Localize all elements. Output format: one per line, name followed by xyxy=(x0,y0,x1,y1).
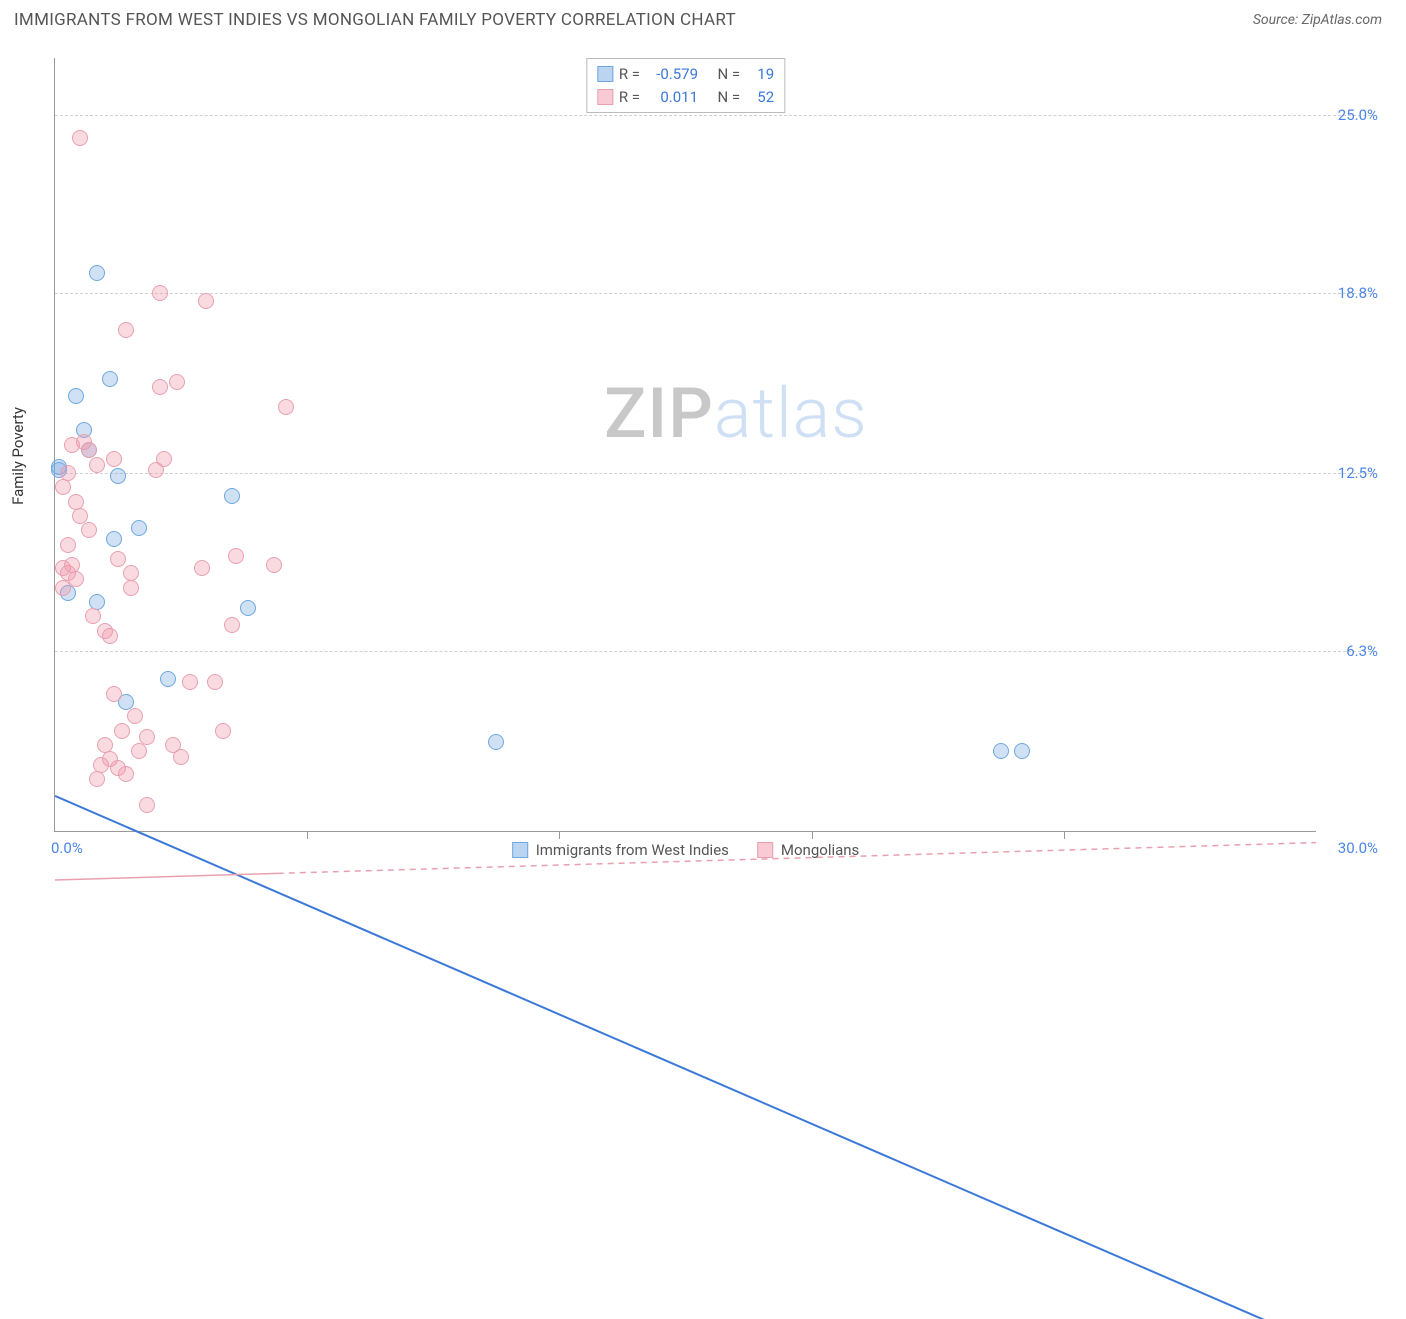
data-point xyxy=(266,557,282,573)
y-tick-label: 18.8% xyxy=(1338,284,1378,302)
data-point xyxy=(131,520,147,536)
header: IMMIGRANTS FROM WEST INDIES VS MONGOLIAN… xyxy=(0,0,1406,36)
gridline-h xyxy=(55,293,1376,294)
data-point xyxy=(160,671,176,687)
data-point xyxy=(240,600,256,616)
watermark: ZIPatlas xyxy=(604,373,868,455)
data-point xyxy=(102,371,118,387)
data-point xyxy=(89,457,105,473)
r-label: R = xyxy=(619,63,640,86)
data-point xyxy=(97,623,113,639)
data-point xyxy=(68,494,84,510)
x-tick-min: 0.0% xyxy=(51,839,83,857)
data-point xyxy=(152,379,168,395)
data-point xyxy=(139,797,155,813)
x-tick-max: 30.0% xyxy=(1338,839,1378,857)
x-tick-mark xyxy=(559,831,560,839)
data-point xyxy=(224,488,240,504)
data-point xyxy=(85,608,101,624)
r-label-2: R = xyxy=(619,86,640,109)
data-point xyxy=(488,734,504,750)
legend-label-s1: Immigrants from West Indies xyxy=(536,841,729,859)
series-legend: Immigrants from West Indies Mongolians xyxy=(512,841,860,859)
data-point xyxy=(173,749,189,765)
data-point xyxy=(198,293,214,309)
data-point xyxy=(169,374,185,390)
legend-label-s2: Mongolians xyxy=(781,841,859,859)
data-point xyxy=(993,743,1009,759)
data-point xyxy=(60,537,76,553)
n-value-s2: 52 xyxy=(746,86,774,109)
data-point xyxy=(89,771,105,787)
data-point xyxy=(64,437,80,453)
data-point xyxy=(152,285,168,301)
legend-item-s2: Mongolians xyxy=(757,841,859,859)
gridline-h xyxy=(55,651,1376,652)
y-tick-label: 12.5% xyxy=(1338,464,1378,482)
legend-swatch-blue-icon xyxy=(512,842,528,858)
source-name: ZipAtlas.com xyxy=(1302,12,1382,28)
r-value-s1: -0.579 xyxy=(646,63,698,86)
data-point xyxy=(228,548,244,564)
data-point xyxy=(118,322,134,338)
data-point xyxy=(131,743,147,759)
chart-title: IMMIGRANTS FROM WEST INDIES VS MONGOLIAN… xyxy=(14,10,736,30)
data-point xyxy=(106,531,122,547)
stats-legend: R = -0.579 N = 19 R = 0.011 N = 52 xyxy=(586,58,785,113)
data-point xyxy=(215,723,231,739)
data-point xyxy=(89,265,105,281)
stats-row-series2: R = 0.011 N = 52 xyxy=(597,86,774,109)
data-point xyxy=(194,560,210,576)
plot-area: ZIPatlas R = -0.579 N = 19 R = 0.011 N =… xyxy=(54,58,1316,832)
data-point xyxy=(1014,743,1030,759)
data-point xyxy=(55,479,71,495)
data-point xyxy=(207,674,223,690)
data-point xyxy=(114,723,130,739)
data-point xyxy=(81,522,97,538)
n-label: N = xyxy=(718,63,741,86)
source-prefix: Source: xyxy=(1253,12,1302,28)
y-tick-label: 25.0% xyxy=(1338,106,1378,124)
watermark-zip: ZIP xyxy=(604,373,714,455)
data-point xyxy=(139,729,155,745)
data-point xyxy=(68,388,84,404)
data-point xyxy=(156,451,172,467)
n-label-2: N = xyxy=(718,86,741,109)
swatch-pink-icon xyxy=(597,89,613,105)
data-point xyxy=(182,674,198,690)
chart-container: Family Poverty ZIPatlas R = -0.579 N = 1… xyxy=(14,40,1386,872)
x-tick-mark xyxy=(307,831,308,839)
stats-row-series1: R = -0.579 N = 19 xyxy=(597,63,774,86)
y-axis-label: Family Poverty xyxy=(9,407,27,505)
source-attribution: Source: ZipAtlas.com xyxy=(1253,12,1382,28)
x-tick-mark xyxy=(812,831,813,839)
data-point xyxy=(72,130,88,146)
swatch-blue-icon xyxy=(597,66,613,82)
data-point xyxy=(106,686,122,702)
data-point xyxy=(118,766,134,782)
data-point xyxy=(110,468,126,484)
data-point xyxy=(127,708,143,724)
n-value-s1: 19 xyxy=(746,63,774,86)
data-point xyxy=(224,617,240,633)
trend-lines xyxy=(55,58,1316,1319)
data-point xyxy=(110,551,126,567)
r-value-s2: 0.011 xyxy=(646,86,698,109)
data-point xyxy=(123,580,139,596)
gridline-h xyxy=(55,473,1376,474)
legend-swatch-pink-icon xyxy=(757,842,773,858)
legend-item-s1: Immigrants from West Indies xyxy=(512,841,729,859)
data-point xyxy=(278,399,294,415)
gridline-h xyxy=(55,115,1376,116)
data-point xyxy=(106,451,122,467)
data-point xyxy=(55,580,71,596)
x-tick-mark xyxy=(1064,831,1065,839)
y-tick-label: 6.3% xyxy=(1346,642,1378,660)
watermark-atlas: atlas xyxy=(714,373,868,455)
